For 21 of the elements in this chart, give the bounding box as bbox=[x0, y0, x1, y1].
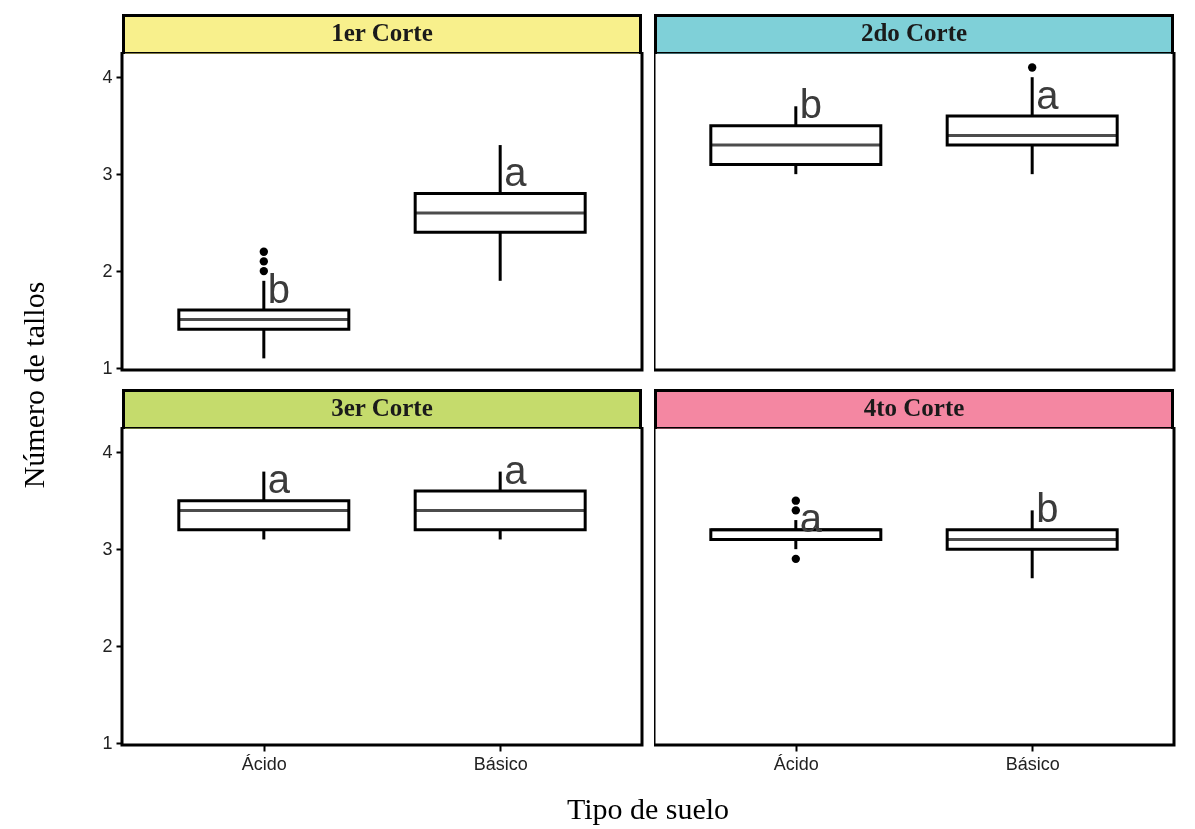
annotation: a bbox=[267, 457, 291, 502]
y-tick-label: 1 bbox=[102, 732, 113, 753]
annotation: a bbox=[504, 447, 528, 492]
x-axis-title: Tipo de suelo bbox=[566, 792, 730, 826]
x-tick-label: Básico bbox=[473, 753, 528, 774]
y-tick-label: 4 bbox=[102, 66, 113, 87]
y-tick-label: 2 bbox=[102, 635, 113, 656]
x-tick-label: Ácido bbox=[773, 753, 819, 774]
annotation: a bbox=[1036, 72, 1060, 117]
y-tick-label: 2 bbox=[102, 260, 113, 281]
annotation: b bbox=[1036, 486, 1059, 531]
y-tick-label: 3 bbox=[102, 163, 113, 184]
y-tick-label: 3 bbox=[102, 538, 113, 559]
y-tick-label: 4 bbox=[102, 441, 113, 462]
y-axis-title: Número de tallos bbox=[17, 281, 51, 489]
x-tick-label: Básico bbox=[1005, 753, 1060, 774]
annotation: b bbox=[267, 266, 291, 311]
x-tick-label: Ácido bbox=[241, 753, 287, 774]
y-tick-label: 1 bbox=[102, 357, 113, 378]
annotation: b bbox=[799, 82, 823, 127]
annotation: a bbox=[504, 150, 528, 195]
